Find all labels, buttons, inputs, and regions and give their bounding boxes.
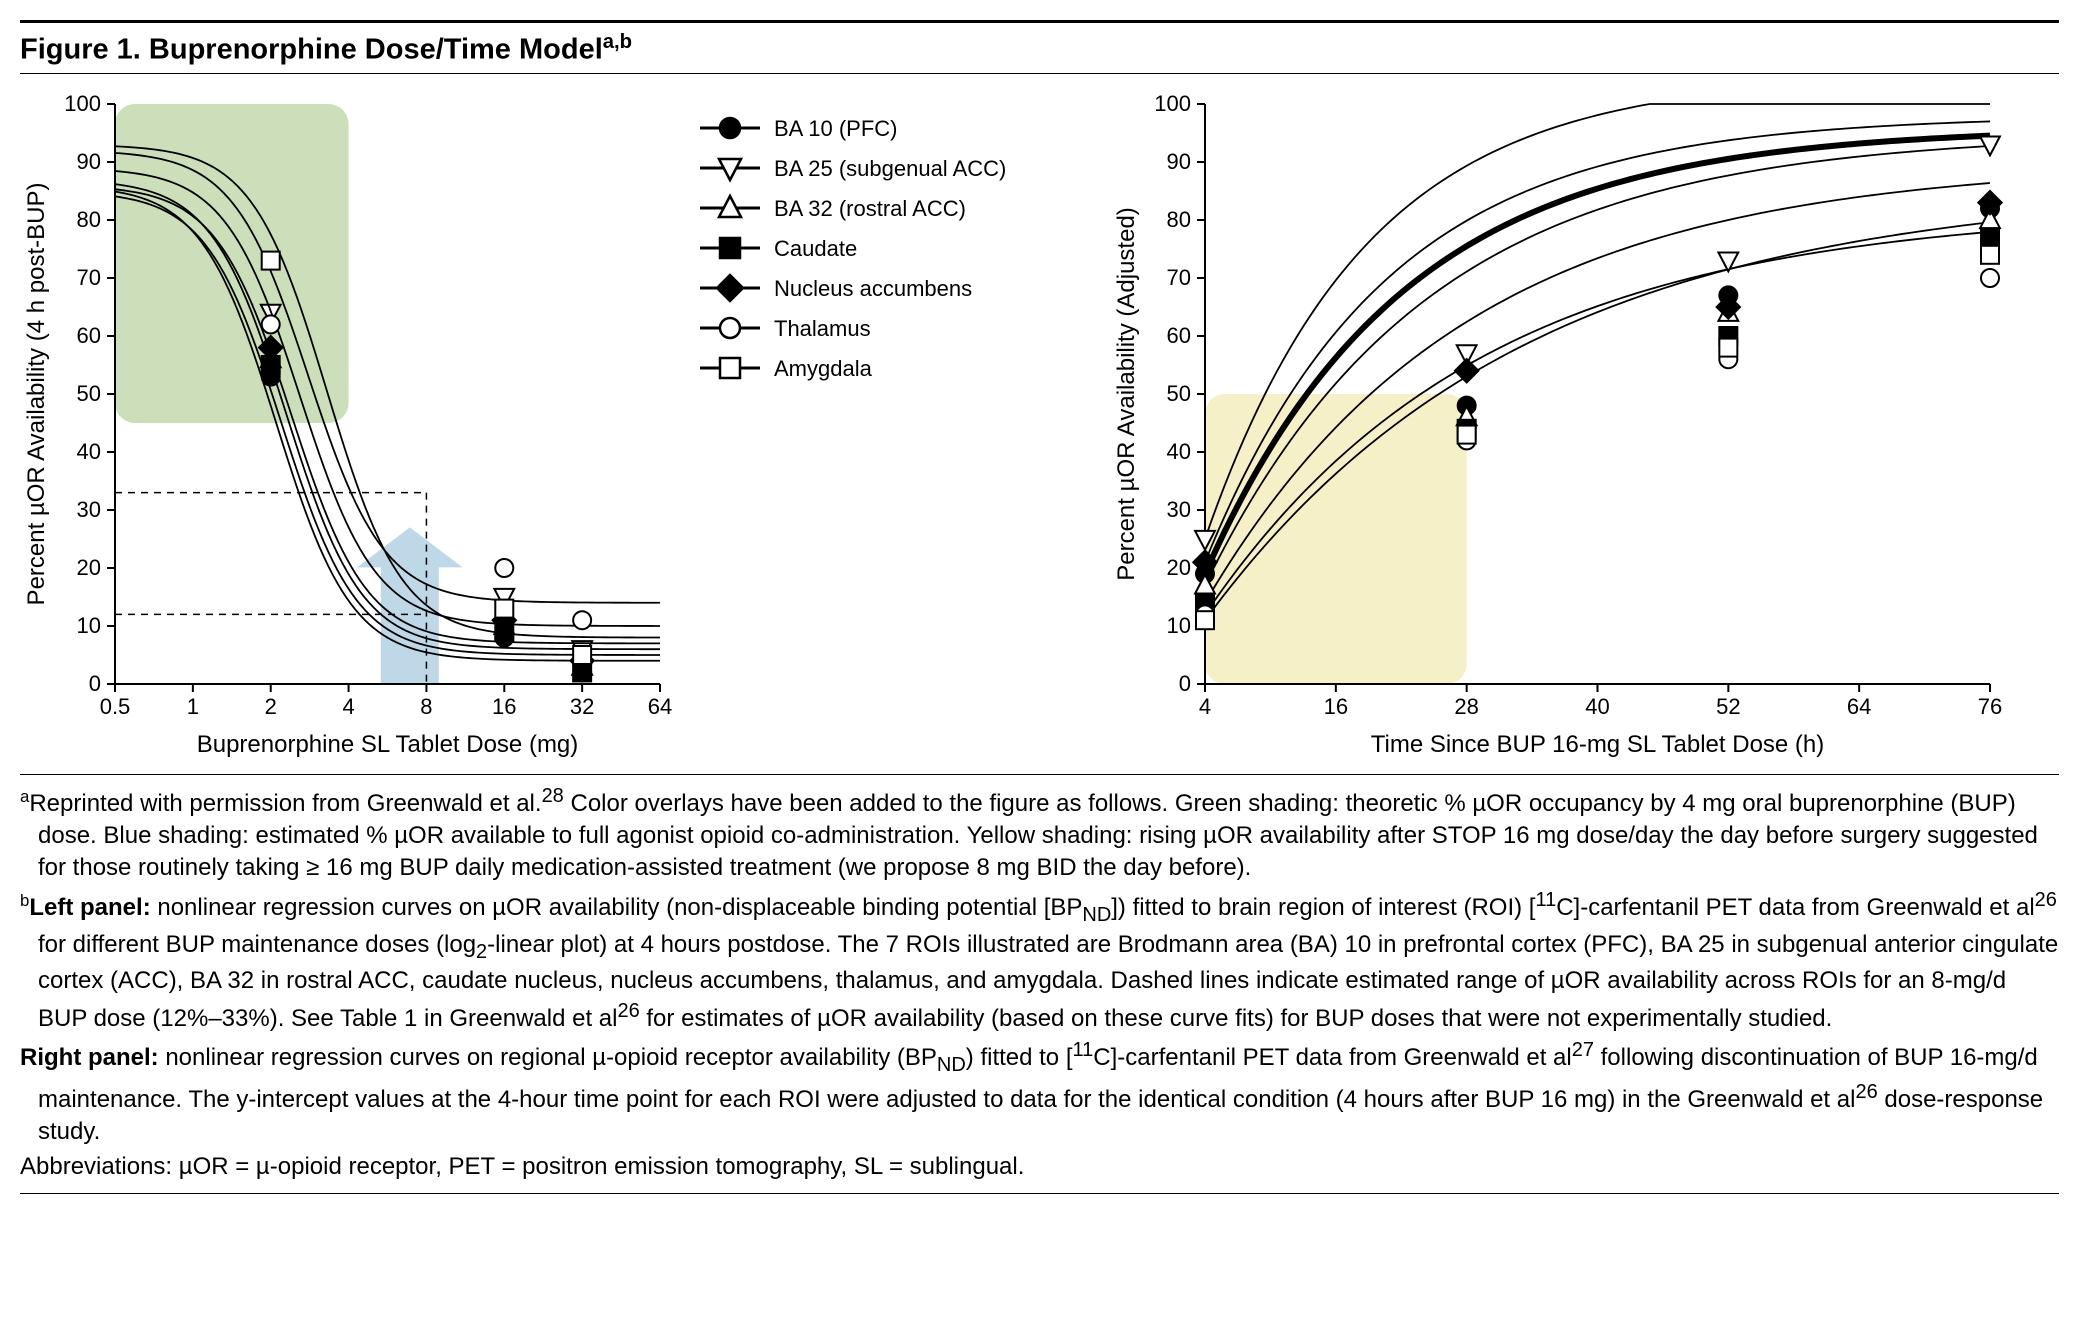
svg-text:1: 1: [187, 694, 199, 719]
svg-text:70: 70: [77, 265, 101, 290]
svg-text:90: 90: [1167, 149, 1191, 174]
svg-text:0: 0: [89, 671, 101, 696]
svg-text:8: 8: [420, 694, 432, 719]
svg-text:BA 32 (rostral ACC): BA 32 (rostral ACC): [774, 196, 966, 221]
svg-text:28: 28: [1454, 694, 1478, 719]
figure-container: Figure 1. Buprenorphine Dose/Time Modela…: [20, 20, 2059, 1194]
figure-title: Figure 1. Buprenorphine Dose/Time Modela…: [20, 23, 2059, 74]
svg-text:30: 30: [77, 497, 101, 522]
svg-text:Percent µOR Availability (Adju: Percent µOR Availability (Adjusted): [1113, 207, 1140, 581]
svg-text:Amygdala: Amygdala: [774, 356, 873, 381]
svg-text:50: 50: [77, 381, 101, 406]
svg-text:BA 10 (PFC): BA 10 (PFC): [774, 116, 897, 141]
svg-text:100: 100: [1154, 94, 1191, 116]
svg-text:40: 40: [1585, 694, 1609, 719]
svg-text:0: 0: [1179, 671, 1191, 696]
panels-row: 01020304050607080901000.51248163264Bupre…: [20, 74, 2059, 774]
svg-text:20: 20: [77, 555, 101, 580]
svg-text:76: 76: [1978, 694, 2002, 719]
svg-text:64: 64: [648, 694, 672, 719]
caption-note-b-left: bLeft panel: nonlinear regression curves…: [20, 887, 2059, 1035]
svg-text:10: 10: [77, 613, 101, 638]
svg-text:Buprenorphine SL Tablet Dose (: Buprenorphine SL Tablet Dose (mg): [197, 731, 579, 758]
figure-title-sup: a,b: [603, 31, 632, 53]
svg-text:30: 30: [1167, 497, 1191, 522]
svg-text:64: 64: [1847, 694, 1871, 719]
svg-text:4: 4: [1199, 694, 1211, 719]
svg-text:60: 60: [77, 323, 101, 348]
caption-block: aReprinted with permission from Greenwal…: [20, 774, 2059, 1195]
svg-text:Time Since BUP 16-mg SL Tablet: Time Since BUP 16-mg SL Tablet Dose (h): [1371, 731, 1825, 758]
svg-text:52: 52: [1716, 694, 1740, 719]
svg-text:80: 80: [1167, 207, 1191, 232]
svg-text:Caudate: Caudate: [774, 236, 857, 261]
svg-text:BA 25 (subgenual ACC): BA 25 (subgenual ACC): [774, 156, 1006, 181]
svg-text:60: 60: [1167, 323, 1191, 348]
caption-abbrev: Abbreviations: µOR = µ-opioid receptor, …: [20, 1151, 2059, 1183]
svg-text:40: 40: [77, 439, 101, 464]
svg-text:100: 100: [64, 94, 101, 116]
svg-text:16: 16: [1324, 694, 1348, 719]
svg-text:50: 50: [1167, 381, 1191, 406]
svg-text:0.5: 0.5: [100, 694, 131, 719]
svg-text:40: 40: [1167, 439, 1191, 464]
caption-note-b-right: Right panel: nonlinear regression curves…: [20, 1037, 2059, 1149]
svg-text:Thalamus: Thalamus: [774, 316, 871, 341]
svg-text:20: 20: [1167, 555, 1191, 580]
svg-text:32: 32: [570, 694, 594, 719]
svg-text:10: 10: [1167, 613, 1191, 638]
svg-text:90: 90: [77, 149, 101, 174]
svg-text:16: 16: [492, 694, 516, 719]
svg-text:Nucleus accumbens: Nucleus accumbens: [774, 276, 972, 301]
caption-note-a: aReprinted with permission from Greenwal…: [20, 783, 2059, 885]
svg-text:Percent µOR Availability (4 h: Percent µOR Availability (4 h post-BUP): [23, 182, 50, 605]
left-chart-svg: 0 10 20 30 40 50 60 70 80 90 100 0.5 1 2 4 8 16 32 64 Bupre…: [20, 94, 1080, 764]
svg-text:4: 4: [342, 694, 354, 719]
right-panel: 0 10 20 30 40 50 60 70 80 90 100 4 16 28 40 52 64 76 Time …: [1110, 94, 2010, 764]
svg-text:70: 70: [1167, 265, 1191, 290]
left-panel: 0 10 20 30 40 50 60 70 80 90 100 0.5 1 2 4 8 16 32 64 Bupre…: [20, 94, 1080, 764]
right-chart-svg: 0 10 20 30 40 50 60 70 80 90 100 4 16 28 40 52 64 76 Time …: [1110, 94, 2010, 764]
figure-title-text: Figure 1. Buprenorphine Dose/Time Model: [20, 34, 603, 66]
svg-text:2: 2: [265, 694, 277, 719]
svg-text:80: 80: [77, 207, 101, 232]
